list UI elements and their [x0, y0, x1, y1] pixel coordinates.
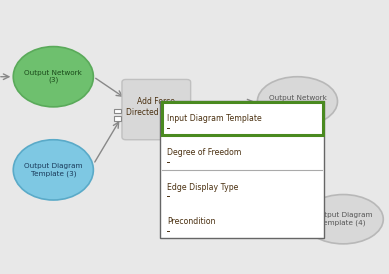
Text: Output Network
(4): Output Network (4) [268, 95, 326, 108]
Text: Precondition: Precondition [167, 217, 216, 226]
Ellipse shape [13, 140, 93, 200]
Bar [114, 109, 121, 113]
FancyBboxPatch shape [122, 79, 191, 140]
Ellipse shape [303, 195, 383, 244]
Text: Output Diagram
Template (3): Output Diagram Template (3) [24, 163, 82, 177]
Ellipse shape [258, 77, 338, 126]
Text: Degree of Freedom: Degree of Freedom [167, 148, 241, 157]
Ellipse shape [13, 47, 93, 107]
Text: Output Diagram
Template (4): Output Diagram Template (4) [314, 212, 373, 226]
Bar [114, 116, 121, 121]
Text: Add Force
Directed Layout: Add Force Directed Layout [126, 97, 187, 116]
Bar [160, 101, 324, 238]
Text: Input Diagram Template: Input Diagram Template [167, 114, 262, 123]
Text: Edge Display Type: Edge Display Type [167, 182, 238, 192]
Text: Output Network
(3): Output Network (3) [25, 70, 82, 84]
Bar [162, 102, 322, 135]
